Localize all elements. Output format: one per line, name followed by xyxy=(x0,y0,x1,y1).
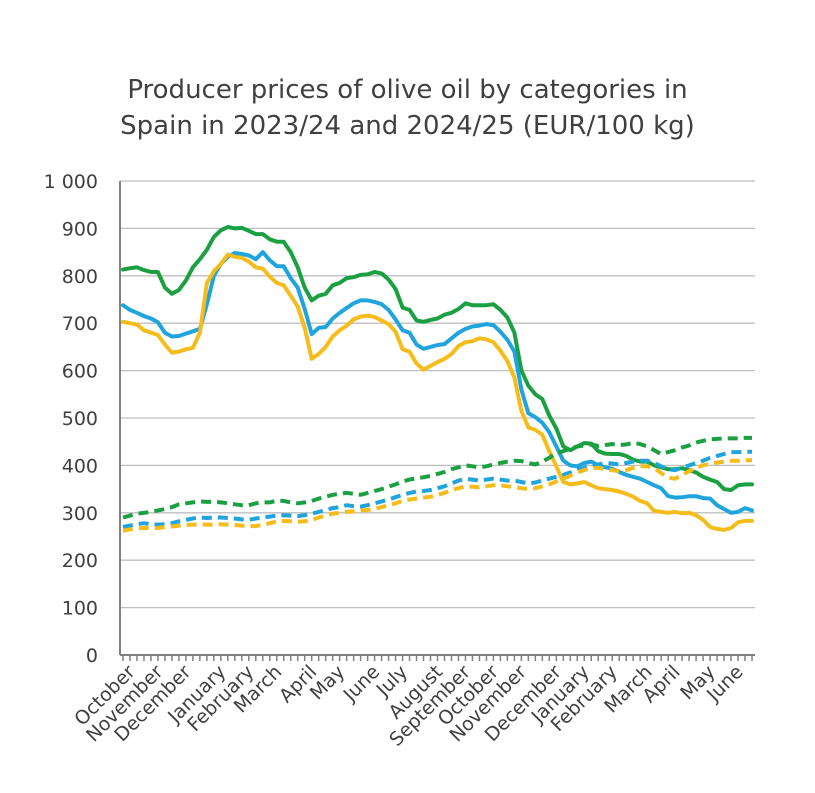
series-line-6 xyxy=(122,458,752,533)
y-tick-label: 700 xyxy=(62,313,98,335)
chart-title: Producer prices of olive oil by categori… xyxy=(0,72,815,144)
y-tick-label: 500 xyxy=(62,408,98,430)
gridlines xyxy=(120,180,755,609)
y-tick-label: 800 xyxy=(62,266,98,288)
y-tick-label: 1 000 xyxy=(44,171,98,193)
y-tick-label: 300 xyxy=(62,503,98,525)
y-tick-label: 400 xyxy=(62,455,98,477)
y-tick-label: 600 xyxy=(62,361,98,383)
y-tick-label: 100 xyxy=(62,598,98,620)
y-tick-label: 900 xyxy=(62,218,98,240)
series-lines xyxy=(121,225,754,533)
y-axis-tick-labels: 0 100 200 300 400 500 600 700 800 900 1 000 xyxy=(44,171,98,667)
axes xyxy=(119,181,755,661)
chart-title-line-2: Spain in 2023/24 and 2024/25 (EUR/100 kg… xyxy=(120,111,695,141)
series-line-3 xyxy=(121,252,754,532)
series-line-4 xyxy=(122,435,752,520)
y-tick-label: 0 xyxy=(86,645,98,667)
x-axis-tick-labels: OctoberNovemberDecemberJanuaryFebruaryMa… xyxy=(70,661,747,751)
chart-title-line-1: Producer prices of olive oil by categori… xyxy=(127,75,688,105)
x-tick-label: May xyxy=(306,661,349,704)
y-tick-label: 200 xyxy=(62,550,98,572)
series-line-5 xyxy=(122,449,752,529)
